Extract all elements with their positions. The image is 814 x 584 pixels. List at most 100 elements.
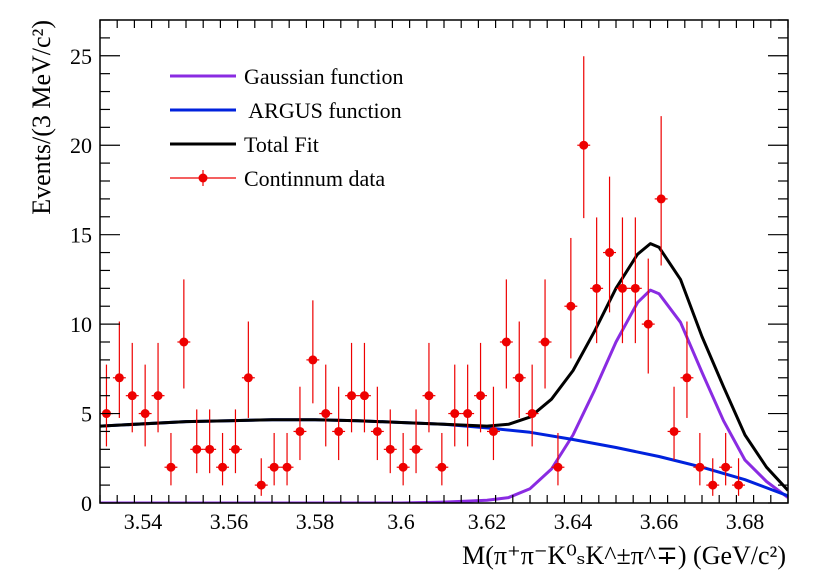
point-marker (192, 444, 202, 454)
point-marker (501, 337, 511, 347)
point-marker (695, 462, 705, 472)
data-point (229, 409, 242, 474)
data-point (112, 321, 126, 418)
data-point (267, 432, 281, 486)
y-axis-title: Events/(3 MeV/c²) (27, 20, 56, 215)
data-point (203, 409, 217, 474)
point-marker (179, 337, 189, 347)
point-marker (243, 373, 253, 383)
point-marker (153, 391, 163, 401)
point-marker (527, 409, 537, 419)
data-point (487, 386, 500, 461)
point-marker (295, 426, 305, 436)
data-point (654, 116, 668, 266)
data-point (461, 364, 475, 447)
data-point (628, 217, 642, 344)
data-point (525, 364, 539, 447)
legend-entry-total-fit: Total Fit (170, 132, 319, 157)
data-point (177, 279, 191, 389)
point-marker (398, 462, 408, 472)
fit-curves (100, 242, 788, 503)
data-point (345, 342, 358, 433)
legend-swatch-marker (198, 173, 208, 183)
point-marker (166, 462, 176, 472)
point-marker (372, 426, 382, 436)
data-point (409, 409, 423, 474)
point-marker (269, 462, 279, 472)
point-marker (669, 426, 679, 436)
y-tick-label: 10 (70, 312, 92, 337)
point-marker (682, 373, 692, 383)
point-marker (605, 248, 615, 258)
data-point (499, 279, 513, 389)
point-marker (256, 480, 266, 490)
point-marker (359, 391, 369, 401)
point-marker (230, 444, 240, 454)
data-points (100, 56, 745, 496)
data-point (512, 321, 526, 418)
x-tick-label: 3.68 (726, 509, 765, 534)
point-marker (114, 373, 124, 383)
data-point (125, 342, 139, 433)
legend-entry-argus-function: ARGUS function (170, 98, 402, 123)
point-marker (424, 391, 434, 401)
legend-label: Continnum data (244, 166, 385, 191)
data-point (551, 432, 565, 486)
y-tick-label: 25 (70, 44, 92, 69)
data-point (254, 458, 268, 496)
point-marker (437, 462, 447, 472)
data-point (641, 258, 655, 374)
data-point (538, 279, 552, 389)
point-marker (630, 283, 640, 293)
y-tick-label: 0 (81, 491, 92, 516)
point-marker (282, 462, 292, 472)
y-tick-label: 15 (70, 223, 92, 248)
data-point (435, 432, 449, 486)
data-point (680, 321, 694, 418)
data-point (306, 300, 320, 404)
point-marker (385, 444, 395, 454)
x-axis-title: M(π⁺π⁻K⁰ₛK^±π^∓) (GeV/c²) (462, 541, 786, 570)
y-tick-label: 5 (81, 402, 92, 427)
legend-label: ARGUS function (244, 98, 402, 123)
point-marker (347, 391, 357, 401)
point-marker (566, 301, 576, 311)
point-marker (553, 462, 563, 472)
point-marker (721, 462, 731, 472)
point-marker (476, 391, 486, 401)
point-marker (463, 409, 473, 419)
point-marker (334, 426, 344, 436)
legend: Gaussian function ARGUS function Total Fi… (170, 64, 403, 191)
legend-entry-gaussian-function: Gaussian function (170, 64, 403, 89)
point-marker (140, 409, 150, 419)
point-marker (540, 337, 550, 347)
data-point (358, 342, 371, 433)
plot-frame (99, 19, 789, 504)
point-marker (579, 140, 589, 150)
x-tick-label: 3.58 (296, 509, 335, 534)
point-marker (321, 409, 331, 419)
point-marker (411, 444, 421, 454)
data-point (590, 217, 604, 344)
legend-entry-continnum-data: Continnum data (170, 166, 385, 191)
data-point (732, 458, 745, 496)
curve-gaussian-function (100, 288, 788, 503)
point-marker (734, 480, 744, 490)
data-point (577, 56, 591, 219)
data-point (190, 409, 204, 474)
point-marker (514, 373, 524, 383)
data-point (603, 176, 616, 313)
data-point (706, 458, 720, 496)
data-point (216, 432, 229, 486)
legend-label: Total Fit (244, 132, 319, 157)
data-point (448, 364, 462, 447)
point-marker (205, 444, 215, 454)
x-tick-label: 3.6 (387, 509, 415, 534)
point-marker (617, 283, 627, 293)
data-point (138, 364, 152, 447)
point-marker (308, 355, 318, 365)
point-marker (708, 480, 718, 490)
point-marker (218, 462, 228, 472)
data-point (693, 432, 707, 486)
